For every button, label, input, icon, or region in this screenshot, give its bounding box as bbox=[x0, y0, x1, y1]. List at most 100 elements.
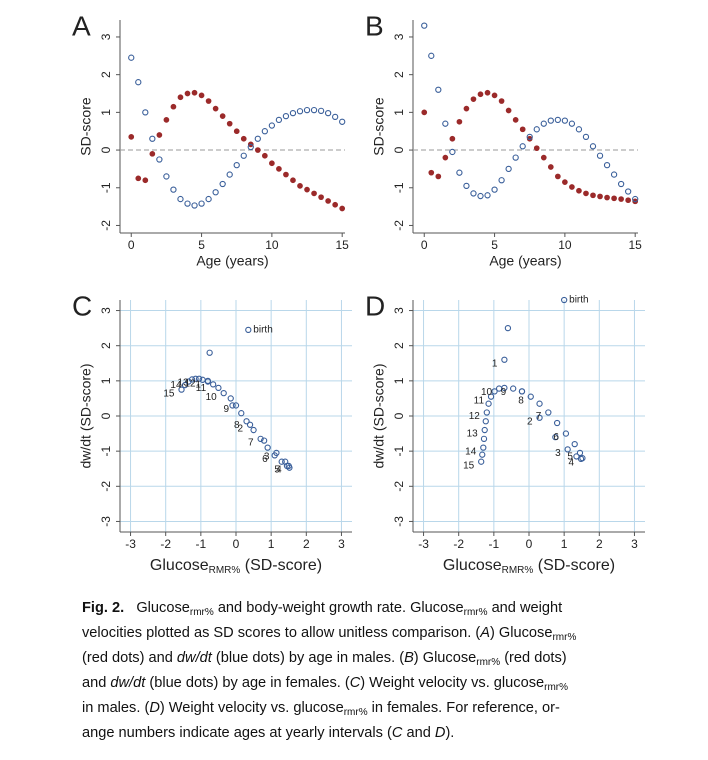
caption-text: (blue dots) by age in females. ( bbox=[145, 675, 350, 691]
data-point bbox=[170, 103, 177, 110]
age-label: birth bbox=[253, 325, 272, 336]
data-point bbox=[238, 410, 245, 417]
data-point bbox=[178, 386, 185, 393]
x-axis-label: GlucoseRMR% (SD-score) bbox=[443, 557, 615, 575]
data-point bbox=[554, 173, 561, 180]
age-label: 14 bbox=[465, 446, 477, 457]
caption-text: and bbox=[82, 675, 111, 691]
data-point bbox=[246, 421, 254, 428]
caption-text: rmr% bbox=[343, 707, 368, 718]
data-point bbox=[480, 444, 487, 451]
data-point bbox=[170, 186, 177, 193]
data-point bbox=[505, 165, 512, 173]
data-point bbox=[561, 117, 569, 124]
data-point bbox=[243, 418, 250, 425]
data-point bbox=[547, 117, 554, 124]
data-point bbox=[505, 107, 512, 114]
data-point bbox=[269, 160, 275, 167]
data-point bbox=[561, 296, 568, 304]
x-tick-label: 15 bbox=[629, 238, 643, 252]
data-point bbox=[142, 109, 149, 116]
data-point bbox=[205, 195, 212, 203]
y-tick-label: 1 bbox=[392, 377, 406, 384]
caption-text: ) Weight velocity vs. glucose bbox=[159, 700, 344, 716]
data-point bbox=[618, 196, 624, 202]
data-point bbox=[540, 154, 547, 161]
y-tick-label: -3 bbox=[99, 516, 113, 527]
x-tick-label: 15 bbox=[336, 238, 350, 252]
caption-text: C bbox=[349, 675, 361, 691]
caption-text: Fig. 2. bbox=[82, 600, 125, 616]
age-label: 13 bbox=[177, 377, 189, 388]
data-point bbox=[247, 143, 254, 151]
x-tick-label: 5 bbox=[491, 238, 498, 252]
age-label: 15 bbox=[163, 388, 175, 399]
data-point bbox=[254, 147, 261, 153]
x-axis-label-part: (SD-score) bbox=[533, 557, 615, 574]
data-point bbox=[498, 177, 505, 184]
data-point bbox=[582, 133, 590, 141]
data-point bbox=[210, 381, 217, 388]
data-point bbox=[571, 440, 578, 448]
age-label: 2 bbox=[237, 423, 243, 434]
data-point bbox=[245, 326, 252, 334]
data-point bbox=[177, 195, 184, 203]
x-axis-label-part: RMR% bbox=[502, 565, 534, 576]
data-point bbox=[610, 171, 618, 178]
data-point bbox=[442, 154, 449, 161]
data-point bbox=[268, 122, 276, 129]
data-point bbox=[484, 89, 491, 96]
data-point bbox=[233, 161, 240, 169]
data-point bbox=[470, 96, 477, 103]
data-point bbox=[449, 135, 456, 142]
caption-text: in females. For reference, or- bbox=[367, 700, 560, 716]
caption-text: and body-weight growth rate. Glucose bbox=[213, 600, 464, 616]
y-tick-label: -2 bbox=[99, 220, 113, 231]
y-tick-label: 2 bbox=[99, 71, 113, 78]
age-label: 5 bbox=[567, 452, 573, 463]
caption-line: and dw/dt (blue dots) by age in females.… bbox=[82, 671, 702, 696]
y-tick-label: -1 bbox=[99, 182, 113, 193]
y-tick-label: 2 bbox=[99, 342, 113, 349]
data-point bbox=[501, 356, 508, 363]
caption-text: and bbox=[402, 725, 435, 741]
age-label: 7 bbox=[248, 437, 254, 448]
x-tick-label: 3 bbox=[338, 537, 345, 551]
x-tick-label: 2 bbox=[303, 537, 310, 551]
x-tick-label: 10 bbox=[265, 238, 279, 252]
data-point bbox=[518, 388, 526, 395]
data-point bbox=[311, 190, 317, 197]
caption-text: rmr% bbox=[189, 607, 214, 618]
data-point bbox=[463, 182, 470, 190]
data-point bbox=[318, 194, 324, 201]
x-tick-label: 0 bbox=[526, 537, 533, 551]
data-point bbox=[212, 105, 219, 112]
panel-letter: D bbox=[365, 290, 385, 321]
caption-text: dw/dt bbox=[176, 650, 212, 666]
data-point bbox=[504, 324, 512, 332]
data-point bbox=[421, 109, 428, 116]
x-tick-label: -1 bbox=[196, 537, 207, 551]
data-point bbox=[527, 393, 534, 400]
data-point bbox=[135, 175, 142, 182]
age-label: 5 bbox=[274, 465, 280, 476]
x-tick-label: 0 bbox=[233, 537, 240, 551]
data-point bbox=[575, 126, 583, 133]
data-point bbox=[317, 107, 325, 115]
caption-text: rmr% bbox=[544, 682, 569, 693]
y-axis-label: SD-score bbox=[78, 97, 94, 156]
age-label: 14 bbox=[170, 380, 182, 391]
data-point bbox=[526, 133, 533, 141]
data-point bbox=[219, 113, 226, 119]
data-point bbox=[491, 186, 498, 193]
data-point bbox=[205, 98, 212, 104]
data-point bbox=[442, 120, 449, 127]
data-point bbox=[477, 91, 484, 98]
data-point bbox=[603, 161, 611, 169]
data-point bbox=[519, 126, 526, 133]
data-point bbox=[128, 134, 135, 140]
data-point bbox=[604, 194, 610, 201]
x-axis-label: Age (years) bbox=[196, 253, 268, 269]
caption-text: rmr% bbox=[552, 632, 577, 643]
data-point bbox=[191, 89, 198, 96]
